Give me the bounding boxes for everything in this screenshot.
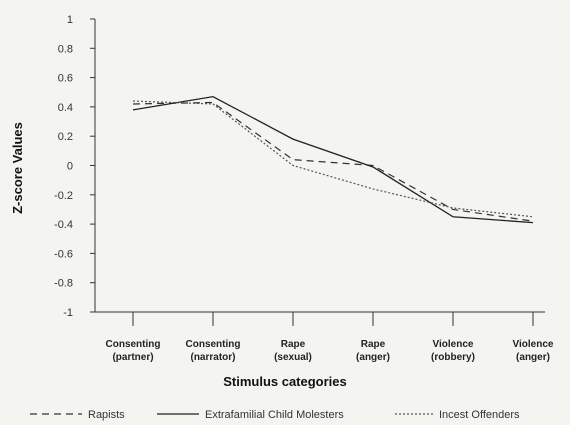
x-tick-label-line2: (anger) xyxy=(516,352,550,363)
legend-label: Rapists xyxy=(88,409,125,421)
x-axis-title: Stimulus categories xyxy=(223,374,347,389)
series-line-2 xyxy=(132,100,534,218)
y-tick-label: 1 xyxy=(67,14,73,26)
legend-label: Incest Offenders xyxy=(439,409,520,421)
legend-label: Extrafamilial Child Molesters xyxy=(205,409,344,421)
y-axis-title: Z-score Values xyxy=(10,122,25,214)
y-tick-label: -1 xyxy=(63,307,73,319)
x-tick-label-line2: (sexual) xyxy=(274,352,312,363)
series-line-0 xyxy=(132,101,534,222)
y-tick-label: 0.2 xyxy=(58,131,73,143)
series-line-1 xyxy=(132,95,534,224)
x-tick-label-line1: Violence xyxy=(513,339,554,350)
x-axis: Consenting (partner) Consenting (narrator) R… xyxy=(95,311,554,363)
y-axis: 1 0.8 0.6 0.4 0.2 0 -0.2 -0.4 -0.6 -0.8 -1 xyxy=(54,14,96,319)
x-tick-label-line1: Violence xyxy=(433,339,474,350)
y-tick-label: -0.4 xyxy=(54,219,73,231)
x-tick-label-line2: (robbery) xyxy=(431,352,475,363)
x-tick-label: Violence (robbery) xyxy=(431,339,475,363)
x-tick-label: Consenting (narrator) xyxy=(186,339,241,363)
x-tick-label-line2: (anger) xyxy=(356,352,390,363)
x-tick-label-line2: (partner) xyxy=(112,352,153,363)
x-tick-label-line1: Rape xyxy=(361,339,386,350)
y-tick-label: 0.8 xyxy=(58,43,73,55)
x-tick-label: Rape (anger) xyxy=(356,339,390,363)
x-tick-label: Rape (sexual) xyxy=(274,339,312,363)
series-layer xyxy=(132,95,534,224)
x-tick-label-line1: Consenting xyxy=(186,339,241,350)
y-tick-label: 0.6 xyxy=(58,73,73,85)
y-tick-label: 0.4 xyxy=(58,102,73,114)
x-tick-label: Consenting (partner) xyxy=(106,339,161,363)
x-tick-label-line1: Rape xyxy=(281,339,306,350)
y-tick-label: -0.6 xyxy=(54,248,73,260)
x-tick-label: Violence (anger) xyxy=(513,339,554,363)
x-tick-label-line1: Consenting xyxy=(106,339,161,350)
y-tick-label: -0.8 xyxy=(54,278,73,290)
legend: Rapists Extrafamilial Child Molesters Ince… xyxy=(30,409,520,421)
y-tick-label: 0 xyxy=(67,161,73,173)
x-tick-label-line2: (narrator) xyxy=(190,352,235,363)
y-tick-label: -0.2 xyxy=(54,190,73,202)
